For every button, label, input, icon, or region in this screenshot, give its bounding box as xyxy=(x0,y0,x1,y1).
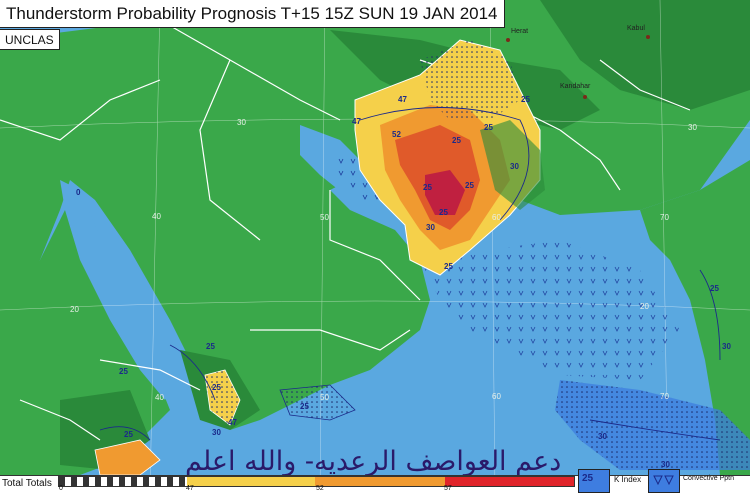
scale-seg-checker xyxy=(59,477,187,486)
prob-max xyxy=(425,170,465,215)
city-label-kabul: Kabul xyxy=(627,25,645,32)
scale-seg-orange xyxy=(315,477,445,486)
scale-tick: 0 xyxy=(59,485,63,492)
map-title: Thunderstorm Probability Prognosis T+15 … xyxy=(0,0,505,28)
contour-label: 25 xyxy=(452,136,461,145)
contour-label: 30 xyxy=(598,432,607,441)
lat-label: 20 xyxy=(70,305,79,314)
contour-label: 30 xyxy=(722,342,731,351)
lon-label: 60 xyxy=(492,392,501,401)
convective-legend-swatch xyxy=(648,469,680,493)
contour-label: 25 xyxy=(439,208,448,217)
lat-label: 30 xyxy=(688,123,697,132)
kindex-legend-label: K Index xyxy=(614,475,642,484)
lon-label: 40 xyxy=(152,212,161,221)
kindex-arabian xyxy=(279,384,356,421)
lon-label: 60 xyxy=(492,213,501,222)
overlay-arabic-caption: دعم العواصف الرعديه- والله اعلم xyxy=(185,446,562,477)
contour-label: 25 xyxy=(124,430,133,439)
contour-label: 0 xyxy=(76,188,81,197)
lon-label: 50 xyxy=(320,213,329,222)
contour-label: 30 xyxy=(426,223,435,232)
contour-label: 25 xyxy=(119,367,128,376)
city-dot xyxy=(506,38,510,42)
lat-label: 20 xyxy=(640,302,649,311)
conv-arabian-sea xyxy=(420,240,680,380)
contour-label: 25 xyxy=(465,181,474,190)
contour-label: 25 xyxy=(484,123,493,132)
prob-yemen-dots xyxy=(205,370,240,425)
classification-label: UNCLAS xyxy=(0,29,60,50)
scale-tick: 57 xyxy=(444,485,452,492)
contour-label: 25 xyxy=(212,383,221,392)
highland-afghan xyxy=(540,0,750,110)
scale-seg-red xyxy=(445,477,574,486)
scale-tick: 47 xyxy=(186,485,194,492)
total-totals-label: Total Totals xyxy=(2,478,52,489)
convective-legend-icon xyxy=(653,475,674,486)
contour-label: 47 xyxy=(228,418,237,427)
contour-label: 25 xyxy=(521,95,530,104)
contour-label: 25 xyxy=(300,402,309,411)
contour-label: 25 xyxy=(206,342,215,351)
contour-label: 30 xyxy=(661,460,670,469)
kindex-contours xyxy=(99,107,721,441)
convective-legend-label: Convective Pptn xyxy=(683,475,734,482)
contour-label: 30 xyxy=(510,162,519,171)
city-dot xyxy=(646,35,650,39)
contour-label: 25 xyxy=(423,183,432,192)
contour-label: 25 xyxy=(444,262,453,271)
arabia-land xyxy=(0,10,430,430)
kindex-legend-swatch: 25 xyxy=(578,469,610,493)
prob-green-hatch xyxy=(480,120,545,210)
total-totals-scale xyxy=(58,476,575,487)
lon-label: 40 xyxy=(155,393,164,402)
city-label-kandahar: Kandahar xyxy=(560,83,591,90)
contour-label: 52 xyxy=(392,130,401,139)
lat-label: 30 xyxy=(237,118,246,127)
scale-seg-yellow xyxy=(187,477,315,486)
city-label-herat: Herat xyxy=(511,28,529,35)
kindex-oman-sea-dots xyxy=(555,380,750,470)
contour-label: 47 xyxy=(352,117,361,126)
prob-dots xyxy=(420,40,520,120)
city-dot xyxy=(583,95,587,99)
kindex-legend-value: 25 xyxy=(582,473,594,484)
lon-label: 70 xyxy=(660,213,669,222)
contour-label: 47 xyxy=(398,95,407,104)
lon-label: 70 xyxy=(660,392,669,401)
prob-africa xyxy=(94,439,161,476)
red-sea xyxy=(60,180,175,400)
scale-tick: 52 xyxy=(316,485,324,492)
contour-label: 25 xyxy=(710,284,719,293)
india-land xyxy=(640,160,750,475)
lon-label: 50 xyxy=(320,393,329,402)
contour-label: 30 xyxy=(212,428,221,437)
